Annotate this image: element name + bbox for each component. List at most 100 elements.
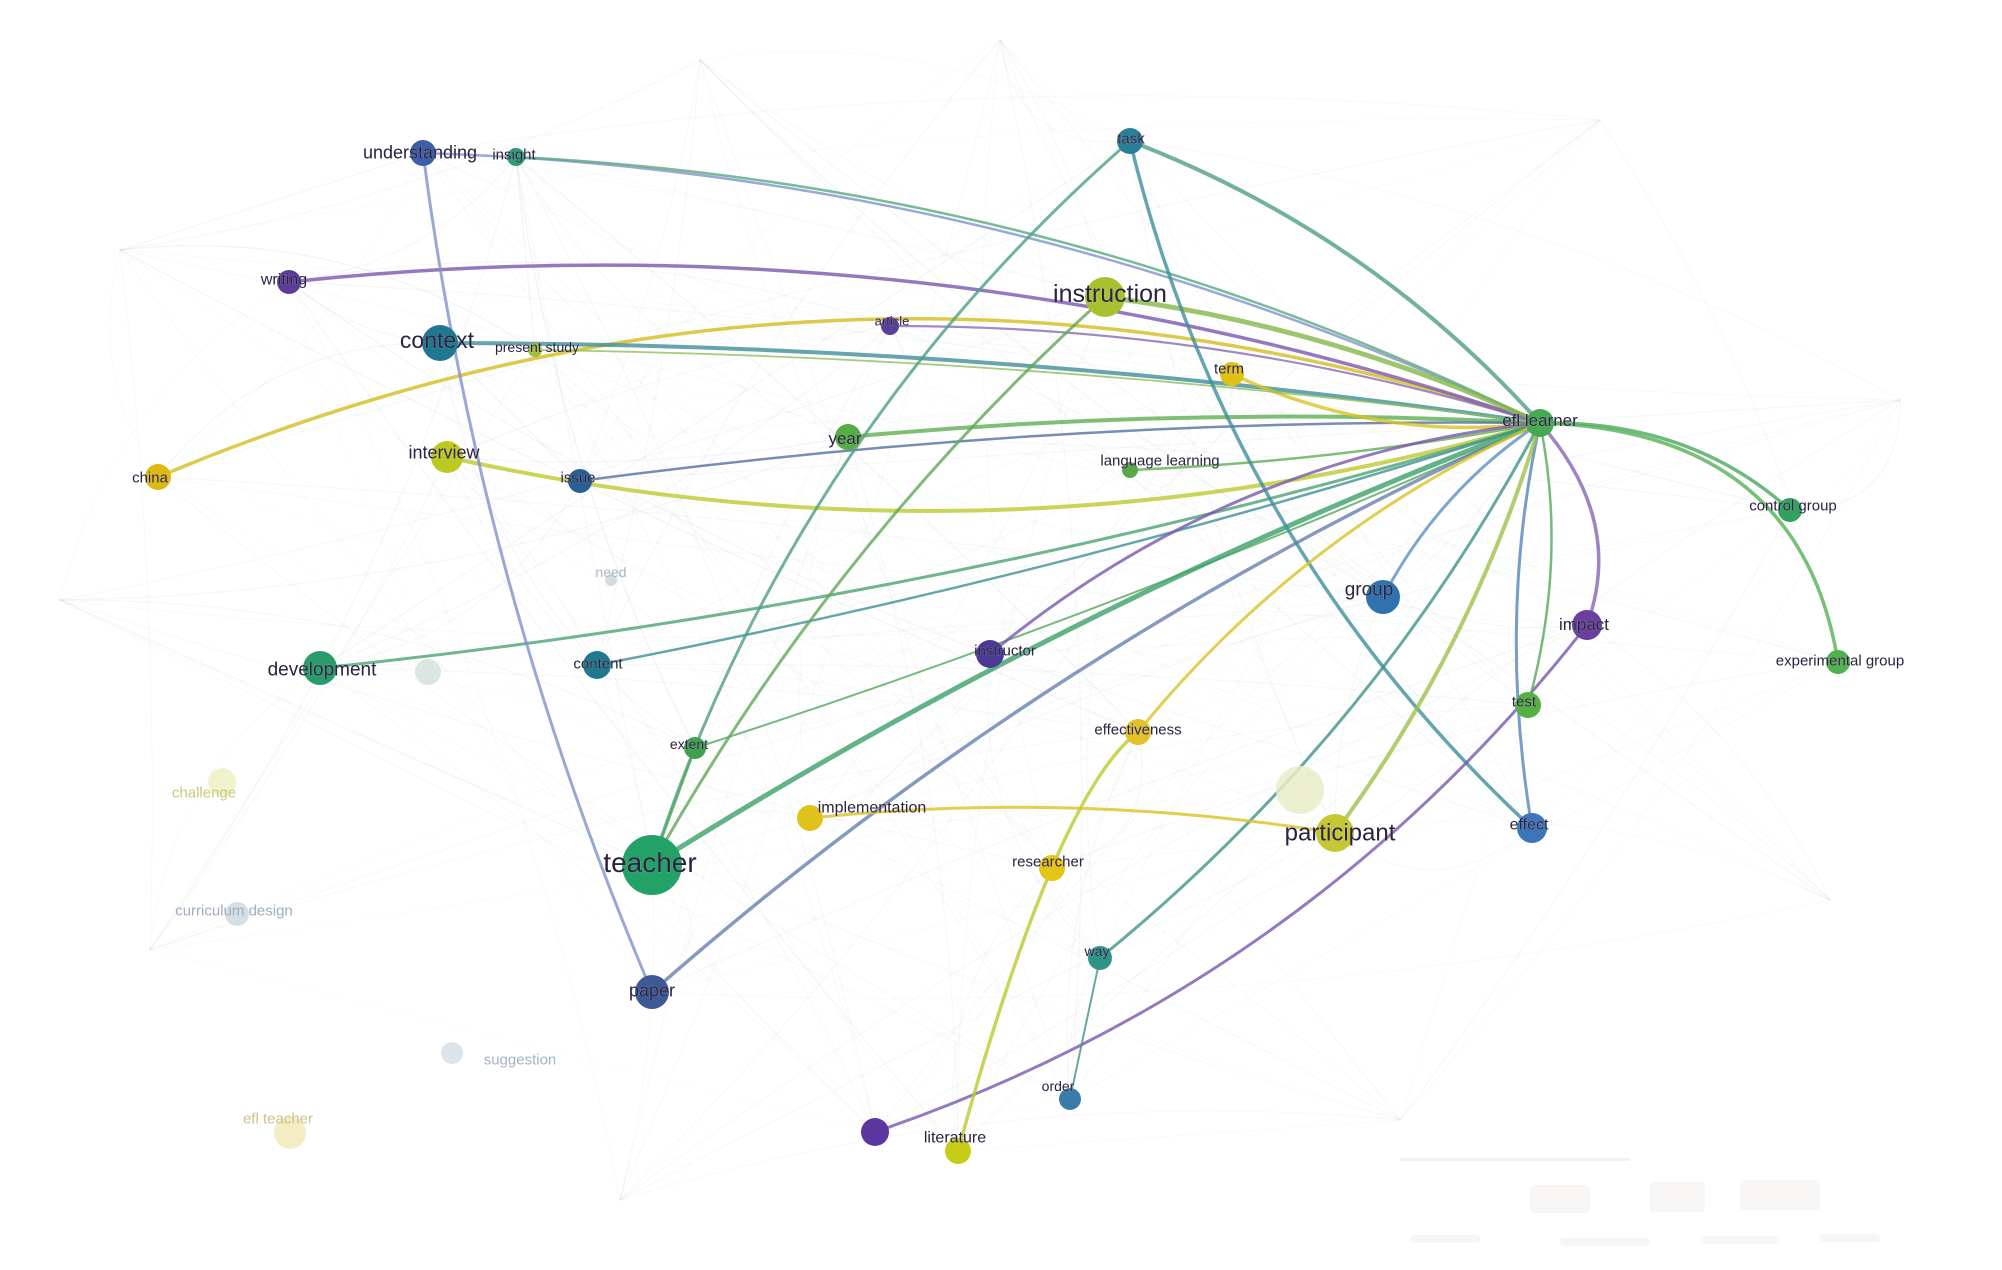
mesh-edge bbox=[319, 325, 891, 669]
mesh-edge bbox=[1051, 832, 1336, 869]
edge-order-way bbox=[1069, 957, 1101, 1100]
node-order[interactable] bbox=[1059, 1088, 1081, 1110]
mesh-edge bbox=[446, 456, 653, 866]
label-implementation: implementation bbox=[818, 800, 927, 817]
mesh-edge bbox=[319, 667, 653, 866]
node-effect[interactable] bbox=[1517, 813, 1547, 843]
node-issue[interactable] bbox=[568, 469, 592, 493]
mesh-edge bbox=[699, 59, 1071, 1100]
node-control_group[interactable] bbox=[1778, 498, 1802, 522]
edge-writing-efl_learner bbox=[287, 263, 1542, 425]
mesh-edge bbox=[694, 747, 959, 1152]
node-group[interactable] bbox=[1366, 580, 1400, 614]
mesh-edge bbox=[1399, 399, 1901, 1121]
mesh-edge bbox=[319, 509, 1791, 669]
node-teacher[interactable] bbox=[622, 835, 682, 895]
mesh-edge bbox=[579, 59, 701, 482]
node-experimental_group[interactable] bbox=[1826, 650, 1850, 674]
node-way[interactable] bbox=[1088, 946, 1112, 970]
mesh-edge bbox=[288, 281, 621, 1201]
node-extent[interactable] bbox=[684, 737, 706, 759]
mesh-edge bbox=[149, 399, 1901, 951]
node-impact[interactable] bbox=[1572, 610, 1602, 640]
mesh-edge bbox=[319, 140, 1131, 669]
node-term[interactable] bbox=[1220, 362, 1244, 386]
mesh-edge bbox=[694, 509, 1791, 749]
mesh-edge bbox=[874, 1098, 1071, 1133]
mesh-edge bbox=[1137, 422, 1541, 733]
mesh-edge bbox=[446, 456, 1139, 733]
edge-implementation-participant bbox=[808, 805, 1337, 835]
mesh-edge bbox=[149, 456, 448, 951]
edge-content-efl_learner bbox=[595, 421, 1542, 667]
node-interview[interactable] bbox=[431, 441, 463, 473]
edge-interview-efl_learner bbox=[445, 421, 1542, 513]
node-instructor[interactable] bbox=[976, 640, 1004, 668]
node-article[interactable] bbox=[881, 317, 899, 335]
node-efl_learner[interactable] bbox=[1526, 409, 1554, 437]
edge-task-efl_learner bbox=[1128, 139, 1542, 425]
mesh-edge bbox=[619, 624, 1588, 1201]
mesh-edge bbox=[422, 152, 1106, 298]
mesh-edge bbox=[999, 39, 1106, 298]
mesh-edge bbox=[288, 281, 959, 1152]
mesh-edge bbox=[1066, 731, 1139, 1100]
label-content: content bbox=[573, 655, 623, 672]
node-paper[interactable] bbox=[635, 975, 669, 1009]
node-participant[interactable] bbox=[1316, 814, 1354, 852]
label-present_study: present study bbox=[495, 339, 579, 355]
mesh-edge bbox=[989, 119, 1601, 655]
mesh-edge bbox=[59, 599, 1401, 1121]
node-china[interactable] bbox=[145, 464, 171, 490]
edge-test-efl_learner bbox=[1526, 421, 1553, 707]
node-writing[interactable] bbox=[277, 270, 301, 294]
mesh-edge bbox=[619, 864, 655, 1201]
mesh-edge bbox=[157, 476, 1053, 869]
mesh-edge bbox=[651, 747, 716, 993]
mesh-edge bbox=[1069, 661, 1839, 1100]
mesh-edge bbox=[1129, 469, 1831, 901]
mesh-edge bbox=[651, 899, 1831, 1000]
mesh-edge bbox=[149, 156, 517, 951]
edge-article-efl_learner bbox=[888, 324, 1542, 425]
mesh-edge bbox=[1399, 704, 1529, 1121]
mesh-edge bbox=[319, 667, 876, 1133]
node-effectiveness[interactable] bbox=[1125, 719, 1151, 745]
mesh-edge bbox=[446, 456, 696, 749]
mesh-edge bbox=[596, 39, 1001, 666]
label-extent: extent bbox=[670, 736, 708, 752]
label-control_group: control group bbox=[1749, 497, 1837, 514]
node-literature[interactable] bbox=[861, 1118, 889, 1146]
node-instruction[interactable] bbox=[1085, 277, 1125, 317]
node-content[interactable] bbox=[583, 651, 611, 679]
node-understanding[interactable] bbox=[410, 140, 436, 166]
mesh-edge bbox=[952, 867, 1053, 1152]
label-order: order bbox=[1042, 1078, 1075, 1094]
node-curriculum_design bbox=[225, 902, 249, 926]
node-lit_extra[interactable] bbox=[945, 1138, 971, 1164]
mesh-edge bbox=[847, 436, 959, 1152]
mesh-edge bbox=[699, 50, 1131, 142]
node-year[interactable] bbox=[835, 424, 861, 450]
node-insight[interactable] bbox=[507, 148, 525, 166]
mesh-edge bbox=[596, 664, 1336, 834]
mesh-edge bbox=[515, 156, 653, 866]
edge-paper-efl_learner bbox=[650, 421, 1542, 994]
node-researcher[interactable] bbox=[1039, 855, 1065, 881]
node-development[interactable] bbox=[303, 651, 337, 685]
mesh-edge bbox=[874, 704, 1529, 1133]
node-language_learning[interactable] bbox=[1122, 462, 1138, 478]
node-context[interactable] bbox=[422, 325, 458, 361]
mesh-edge bbox=[699, 59, 1831, 901]
node-test[interactable] bbox=[1515, 692, 1541, 718]
edge-experimental_group-efl_learner bbox=[1538, 421, 1840, 664]
mesh-edge bbox=[651, 436, 849, 993]
node-present_study[interactable] bbox=[528, 343, 542, 357]
label-researcher: researcher bbox=[1012, 853, 1084, 870]
label-development: development bbox=[268, 660, 378, 681]
mesh-edge bbox=[422, 152, 1071, 1100]
node-task[interactable] bbox=[1117, 128, 1143, 154]
mesh-edge bbox=[515, 156, 876, 1133]
node-implementation[interactable] bbox=[797, 805, 823, 831]
edge-effectiveness-efl_learner bbox=[1136, 421, 1542, 734]
